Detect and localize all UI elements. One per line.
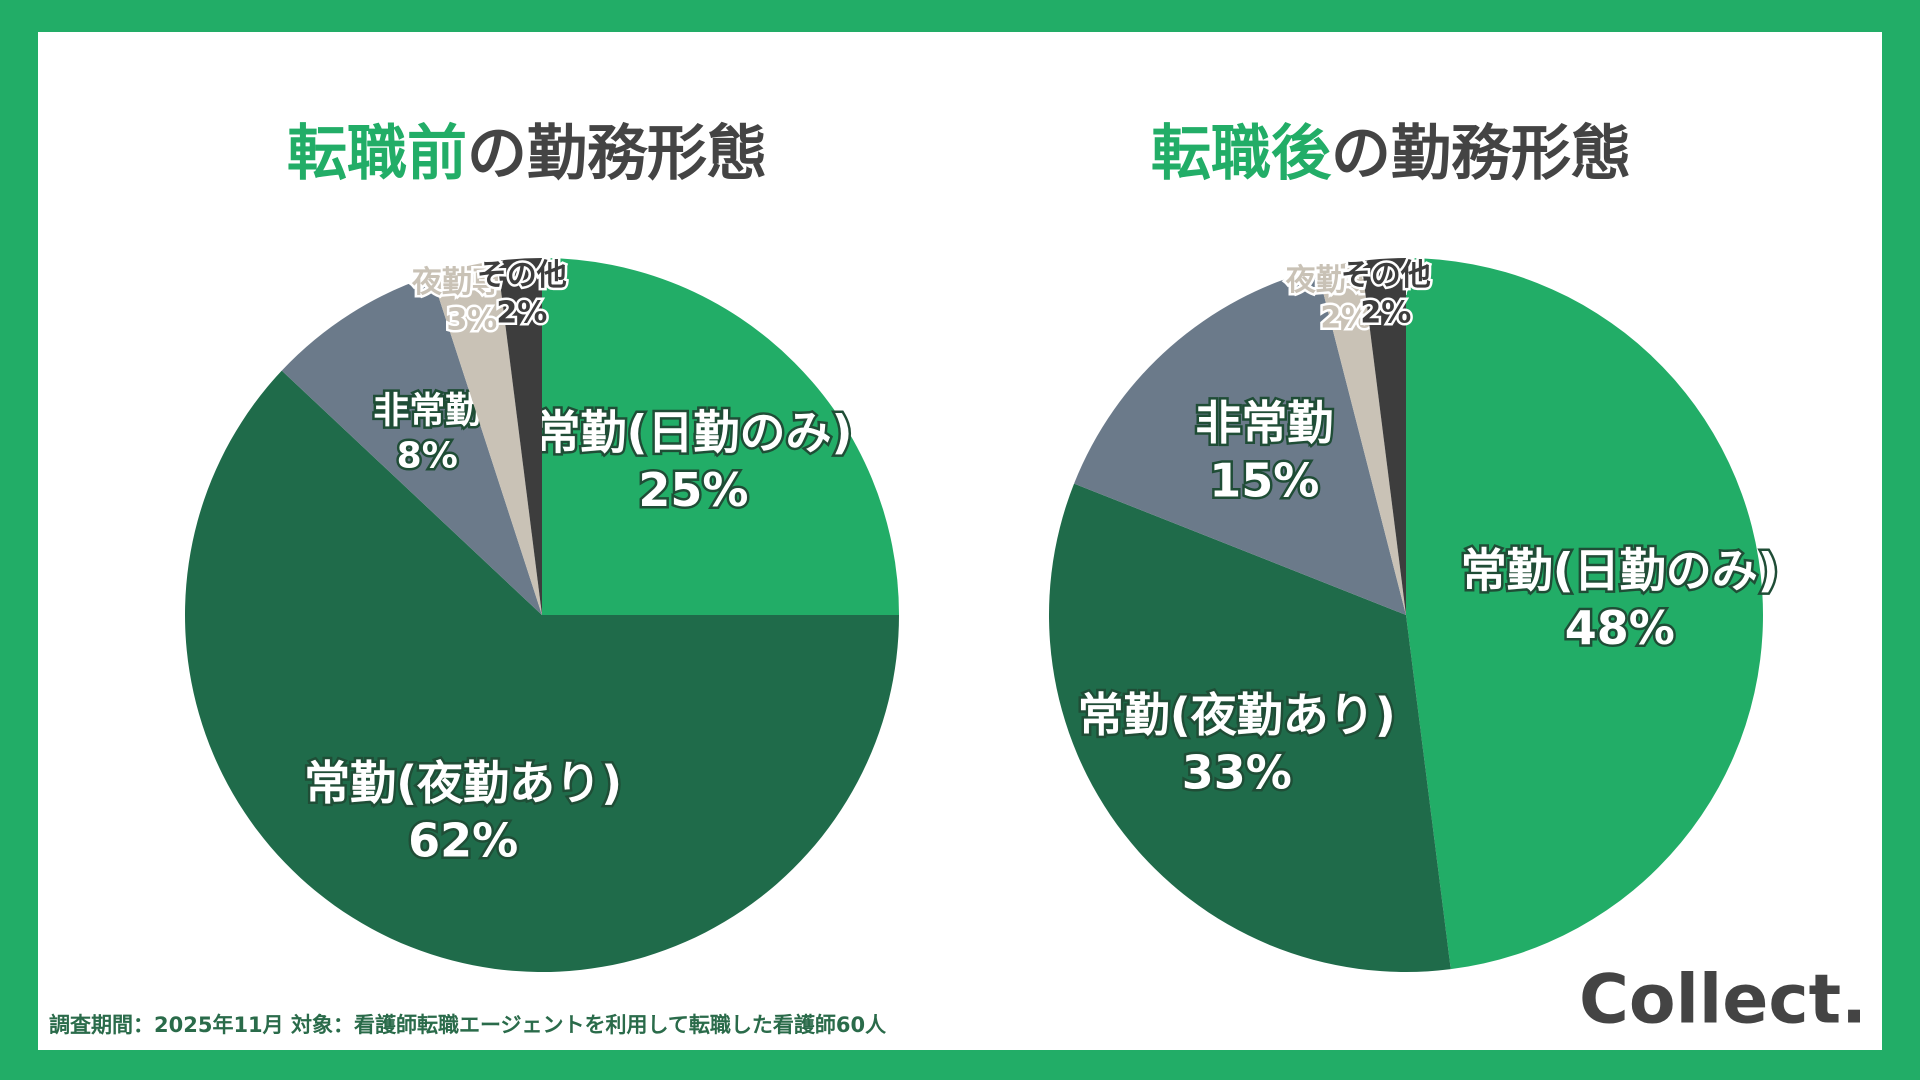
title-accent: 転職後 <box>1151 119 1332 189</box>
slice-category-label: その他 <box>477 258 567 293</box>
pie-slice <box>542 258 899 615</box>
pie-slice <box>431 260 542 615</box>
slice-value-label: 2% <box>1320 300 1371 335</box>
slice-category-label: 非常勤 <box>1195 396 1333 450</box>
slice-value-label: 33% <box>1182 746 1292 800</box>
slice-value-label: 3% <box>446 302 497 337</box>
title-text: の勤務形態 <box>1331 119 1631 189</box>
pie-slice <box>1317 260 1406 615</box>
slice-category-label: 常勤(夜勤あり) <box>1078 688 1396 742</box>
slice-value-label: 2% <box>1360 295 1411 330</box>
slice-value-label: 62% <box>408 814 518 868</box>
pie-slice <box>1406 258 1763 970</box>
footer-note: 調査期間：2025年11月 対象：看護師転職エージェントを利用して転職した看護師… <box>49 1013 886 1037</box>
pie-slice <box>281 275 542 615</box>
chart-title: 転職前の勤務形態 <box>287 119 767 189</box>
slice-value-label: 48% <box>1565 601 1675 655</box>
slice-category-label: 常勤(日勤のみ) <box>534 405 852 459</box>
slice-value-label: 8% <box>397 436 458 477</box>
chart-title: 転職後の勤務形態 <box>1151 119 1631 189</box>
slice-value-label: 15% <box>1209 454 1319 508</box>
pie-slice <box>497 258 542 615</box>
pie-slice <box>1049 483 1451 972</box>
slice-category-label: 常勤(日勤のみ) <box>1461 543 1779 597</box>
slice-value-label: 25% <box>638 463 748 517</box>
pie-slice <box>1074 269 1406 615</box>
title-text: の勤務形態 <box>467 119 767 189</box>
slice-value-label: 2% <box>496 295 547 330</box>
slice-category-label: 常勤(夜勤あり) <box>304 756 622 810</box>
pie-slice <box>1361 258 1406 615</box>
slice-category-label: 非常勤 <box>373 391 481 432</box>
pie-slice <box>184 370 899 973</box>
logo: Collect. <box>1579 961 1867 1040</box>
title-accent: 転職前 <box>287 119 467 189</box>
slice-category-label: その他 <box>1341 258 1431 293</box>
